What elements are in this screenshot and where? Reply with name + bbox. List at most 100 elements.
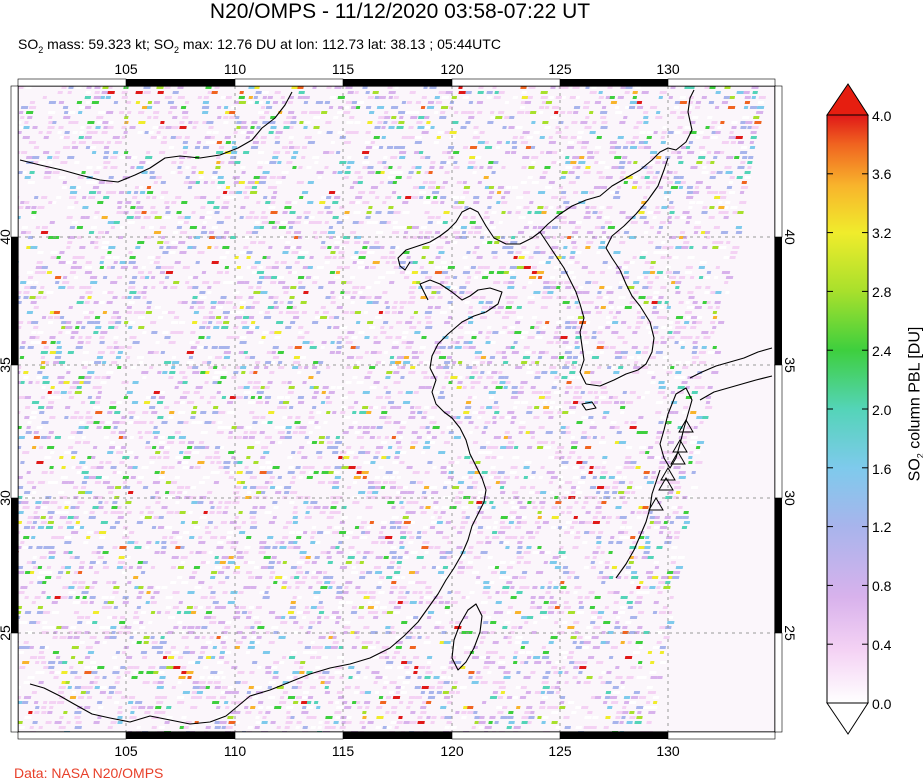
so2-pixel [435,216,441,219]
so2-pixel [110,226,116,229]
so2-pixel [213,456,221,459]
so2-pixel [428,181,437,184]
so2-pixel [344,296,352,299]
so2-pixel [88,311,95,314]
so2-pixel [520,181,528,184]
so2-pixel [173,401,182,404]
so2-pixel [623,271,630,274]
so2-pixel [702,246,708,249]
so2-pixel [302,341,310,344]
so2-pixel [336,266,344,269]
so2-pixel [391,306,398,309]
so2-pixel [74,441,82,444]
so2-pixel [444,376,449,379]
so2-pixel [124,556,131,559]
so2-pixel [389,171,397,174]
so2-pixel [355,106,361,109]
so2-pixel [209,501,214,504]
so2-pixel [465,291,473,294]
so2-pixel [739,201,747,204]
so2-pixel [282,251,289,254]
so2-pixel [541,371,548,374]
so2-pixel [177,166,182,169]
so2-pixel [57,491,65,494]
so2-pixel [357,491,366,494]
so2-pixel [518,431,524,434]
so2-pixel [118,556,125,559]
so2-pixel [464,206,469,209]
so2-pixel [315,451,323,454]
so2-pixel [259,466,266,469]
so2-pixel [57,91,63,94]
so2-pixel [41,266,49,269]
so2-pixel [537,546,542,549]
so2-pixel [60,391,68,394]
so2-pixel [93,331,99,334]
so2-pixel [302,531,308,534]
so2-pixel [183,421,189,424]
so2-pixel [314,316,322,319]
so2-pixel [400,376,405,379]
so2-pixel [116,366,122,369]
so2-pixel [26,426,31,429]
so2-pixel [512,136,519,139]
so2-pixel [197,461,205,464]
so2-pixel [308,471,313,474]
so2-pixel [381,456,387,459]
so2-pixel [359,251,367,254]
so2-pixel [588,111,594,114]
so2-pixel [245,536,252,539]
so2-pixel [730,251,738,254]
so2-pixel [18,476,24,479]
so2-pixel [327,231,336,234]
so2-pixel [223,346,230,349]
so2-pixel [107,221,116,224]
so2-pixel [424,311,433,314]
so2-pixel [0,116,3,119]
so2-pixel [287,221,296,224]
so2-pixel [157,456,162,459]
so2-pixel [429,486,438,489]
so2-pixel [40,286,45,289]
so2-pixel [538,391,544,394]
so2-pixel [225,251,230,254]
so2-pixel [168,491,176,494]
so2-pixel [559,111,566,114]
so2-pixel [229,156,237,159]
so2-pixel [31,331,37,334]
so2-pixel [374,196,380,199]
so2-pixel [604,166,610,169]
so2-pixel [100,381,107,384]
so2-pixel [67,286,75,289]
so2-pixel [200,431,209,434]
so2-pixel [531,271,538,274]
so2-pixel [709,176,716,179]
so2-pixel [507,286,515,289]
so2-pixel [304,251,309,254]
so2-pixel [424,441,431,444]
so2-pixel [389,271,396,274]
so2-pixel [23,491,31,494]
so2-pixel [499,486,505,489]
so2-pixel [645,326,651,329]
so2-pixel [463,186,471,189]
so2-pixel [587,301,594,304]
so2-pixel [691,356,700,359]
so2-pixel [566,381,572,384]
so2-pixel [321,471,329,474]
so2-pixel [271,226,278,229]
so2-pixel [320,111,328,114]
so2-pixel [486,91,493,94]
so2-pixel [136,241,145,244]
so2-pixel [308,466,315,469]
so2-pixel [650,261,656,264]
so2-pixel [480,371,485,374]
so2-pixel [725,276,734,279]
so2-pixel [500,516,509,519]
so2-pixel [206,131,212,134]
so2-pixel [652,296,658,299]
so2-pixel [604,561,611,564]
so2-pixel [294,261,300,264]
so2-pixel [638,446,647,449]
so2-pixel [550,526,557,529]
